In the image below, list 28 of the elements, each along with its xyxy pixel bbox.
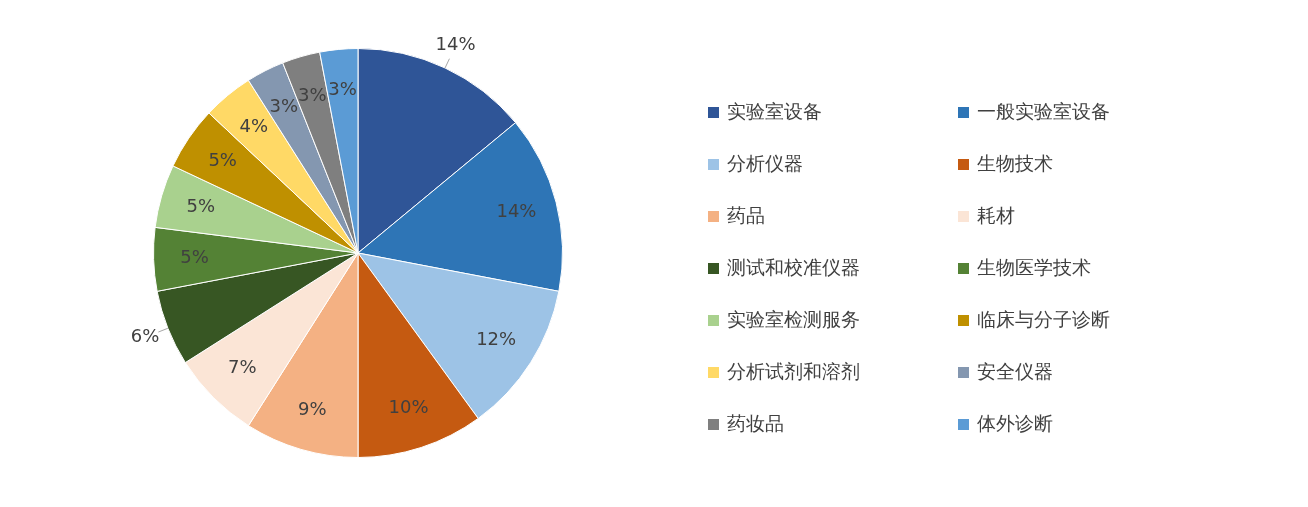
data-label: 10% [388, 396, 429, 418]
data-label: 7% [228, 356, 257, 378]
data-label: 5% [186, 195, 216, 217]
data-label: 3% [269, 94, 299, 116]
legend-label: 体外诊断 [977, 411, 1053, 436]
legend-label: 实验室检测服务 [727, 307, 860, 332]
legend-label: 生物技术 [977, 151, 1053, 176]
data-label: 3% [328, 77, 357, 99]
data-label: 5% [208, 148, 237, 170]
legend-label: 耗材 [977, 203, 1015, 228]
data-label: 5% [180, 245, 209, 267]
legend-label: 分析仪器 [727, 151, 803, 176]
legend-label: 临床与分子诊断 [977, 307, 1110, 332]
data-label: 4% [239, 114, 268, 136]
legend-label: 分析试剂和溶剂 [727, 359, 860, 384]
legend-label: 一般实验室设备 [977, 99, 1110, 124]
data-label: 3% [298, 83, 327, 105]
legend-label: 实验室设备 [727, 99, 822, 124]
data-label: 14% [496, 199, 537, 221]
legend-label: 测试和校准仪器 [727, 255, 860, 280]
data-label: 9% [298, 397, 327, 419]
legend-label: 药妆品 [727, 411, 784, 436]
data-label: 12% [476, 328, 517, 350]
legend-label: 安全仪器 [977, 359, 1053, 384]
legend-label: 生物医学技术 [977, 255, 1091, 280]
data-label: 14% [435, 33, 476, 55]
legend-label: 药品 [727, 203, 765, 228]
data-label: 6% [130, 324, 160, 346]
